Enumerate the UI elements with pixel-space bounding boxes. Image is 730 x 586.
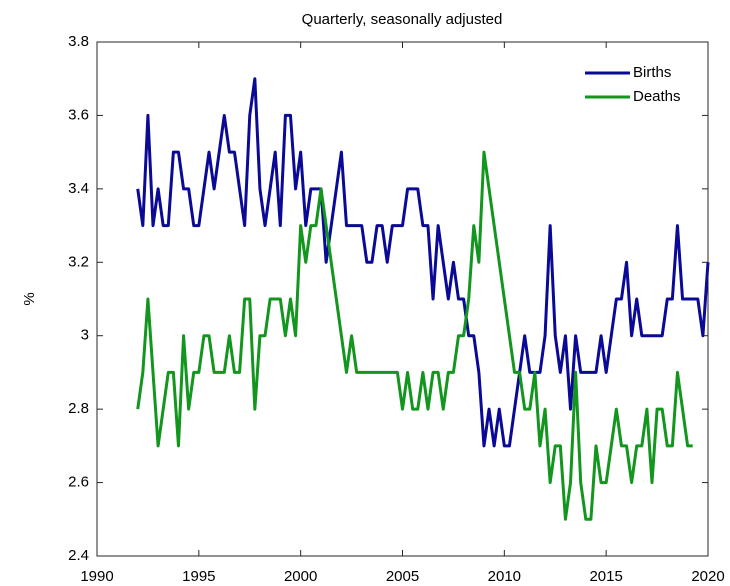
y-tick-label: 2.8 [68, 400, 89, 417]
legend-label: Births [633, 64, 671, 81]
x-tick-label: 2005 [386, 568, 419, 585]
y-tick-label: 2.4 [68, 547, 89, 564]
y-tick-label: 3.8 [68, 33, 89, 50]
x-tick-label: 2020 [691, 568, 724, 585]
x-tick-label: 2010 [488, 568, 521, 585]
y-tick-label: 3 [81, 327, 89, 344]
x-tick-label: 2015 [589, 568, 622, 585]
plot-area [96, 41, 709, 557]
y-tick-label: 3.4 [68, 180, 89, 197]
x-tick-label: 1990 [80, 568, 113, 585]
x-tick-label: 2000 [284, 568, 317, 585]
x-tick-label: 1995 [182, 568, 215, 585]
series-line [136, 77, 710, 448]
y-tick-label: 3.2 [68, 253, 89, 270]
chart-title: Quarterly, seasonally adjusted [302, 11, 503, 28]
y-tick-label: 2.6 [68, 474, 89, 491]
legend-label: Deaths [633, 88, 681, 105]
series-line [136, 150, 693, 521]
y-axis-label: % [21, 292, 38, 305]
y-tick-label: 3.6 [68, 106, 89, 123]
